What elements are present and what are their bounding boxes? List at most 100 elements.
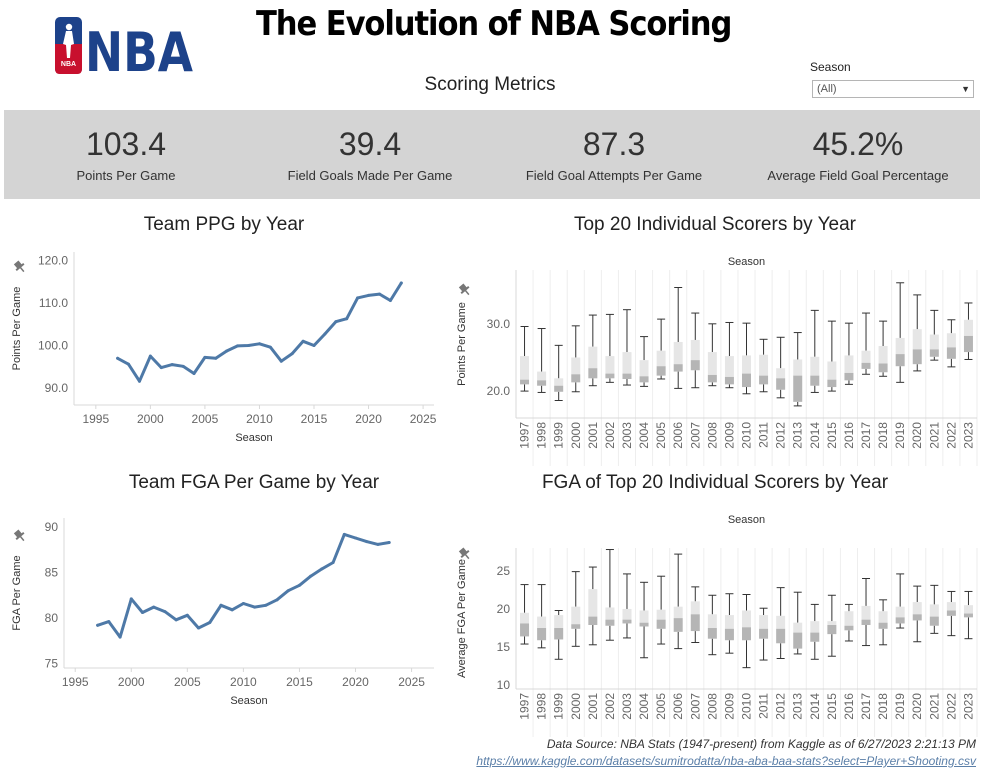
team-ppg-chart[interactable]: 90.0 100.0 110.0 120.0 1995 2000 2005 2010 2015 2…: [0, 240, 450, 455]
data-point: [247, 344, 251, 347]
x-tick-label: 2019: [893, 422, 907, 449]
box-upper: [793, 622, 803, 633]
box-lower: [861, 619, 871, 625]
data-point: [345, 317, 349, 321]
pin-icon[interactable]: [12, 528, 27, 544]
x-tick-label: 2009: [722, 693, 736, 720]
box-upper: [656, 350, 666, 367]
x-axis-title: Season: [230, 695, 267, 707]
kpi-value: 87.3: [582, 126, 646, 162]
box-lower: [929, 616, 939, 626]
box-plot-2021: [929, 309, 939, 361]
box-lower: [946, 347, 956, 359]
box-plot-2018: [878, 599, 888, 646]
box-lower: [827, 379, 837, 388]
data-point: [356, 296, 360, 300]
y-tick-label: 20.0: [487, 384, 511, 398]
box-lower: [639, 376, 649, 383]
pin-needle: [464, 553, 470, 560]
x-tick-label: 2002: [603, 693, 617, 720]
box-upper: [827, 621, 837, 625]
x-tick-label: 2000: [569, 422, 583, 449]
box-plot-2005: [656, 575, 666, 645]
data-point: [297, 583, 301, 587]
season-filter-dropdown[interactable]: (All) ▼: [812, 80, 974, 98]
box-upper: [707, 352, 717, 375]
box-plot-2013: [793, 591, 803, 655]
y-tick-label: 90.0: [45, 381, 69, 395]
x-tick-label: 2005: [654, 693, 668, 720]
box-plot-2017: [861, 577, 871, 647]
box-upper: [571, 606, 581, 625]
y-tick-label: 100.0: [38, 339, 68, 353]
x-tick-label: 2018: [876, 693, 890, 720]
box-plot-2003: [622, 573, 632, 639]
series-line: [96, 532, 391, 639]
section-title: Scoring Metrics: [424, 74, 556, 95]
team-fga-chart[interactable]: 75 80 85 90 1995 2000 2005 2010 2015 2020 2025 Seas…: [0, 504, 450, 719]
x-tick-label: 2021: [927, 422, 941, 449]
box-plot-2001: [588, 314, 598, 387]
column-header-title: Season: [728, 514, 765, 526]
box-upper: [759, 354, 769, 376]
x-tick-label: 2023: [961, 422, 975, 449]
box-upper: [537, 616, 547, 629]
x-tick-label: 1995: [62, 675, 89, 689]
x-tick-label: 2015: [825, 693, 839, 720]
box-upper: [537, 371, 547, 381]
box-upper: [827, 361, 837, 380]
box-plot-2006: [673, 553, 683, 650]
box-plot-2008: [707, 323, 717, 387]
x-tick-label: 2001: [586, 422, 600, 449]
x-tick-label: 1998: [535, 693, 549, 720]
x-tick-label: 2017: [859, 422, 873, 449]
box-upper: [588, 346, 598, 369]
pin-icon[interactable]: [457, 546, 472, 562]
top20-ppg-chart[interactable]: Season 20.0 30.0 Points Per Game 1997 1998 199…: [450, 248, 982, 466]
box-lower: [554, 385, 564, 392]
box-upper: [639, 610, 649, 623]
box-plot-2003: [622, 309, 632, 386]
data-source-link[interactable]: https://www.kaggle.com/datasets/sumitrod…: [476, 754, 976, 768]
box-plot-1997: [520, 326, 530, 392]
box-upper: [895, 337, 905, 355]
box-plot-2020: [912, 585, 922, 643]
box-plot-1999: [554, 344, 564, 402]
data-point: [116, 356, 120, 360]
x-tick-label: 2020: [910, 422, 924, 449]
box-upper: [963, 605, 973, 614]
x-tick-label: 2011: [757, 693, 771, 719]
box-upper: [622, 352, 632, 374]
box-upper: [724, 615, 734, 629]
box-lower: [707, 374, 717, 383]
kpi-field-goals-made: 39.4 Field Goals Made Per Game: [248, 110, 492, 199]
box-plot-1998: [537, 584, 547, 649]
box-plot-2000: [571, 325, 581, 393]
box-lower: [571, 624, 581, 629]
x-tick-label: 2006: [671, 693, 685, 720]
data-point: [376, 542, 380, 546]
x-tick-label: 2025: [410, 412, 437, 426]
x-tick-label: 1995: [82, 412, 109, 426]
x-tick-label: 2000: [118, 675, 145, 689]
kpi-value: 45.2%: [812, 126, 904, 162]
pin-icon[interactable]: [12, 259, 27, 275]
box-upper: [554, 378, 564, 386]
box-plot-2011: [759, 338, 769, 393]
data-point: [225, 349, 229, 353]
kpi-band: 103.4 Points Per Game 39.4 Field Goals M…: [4, 110, 980, 199]
box-upper: [895, 606, 905, 618]
data-point: [214, 356, 218, 360]
data-point: [264, 603, 268, 607]
x-tick-label: 2012: [774, 422, 788, 449]
box-plot-2015: [827, 320, 837, 392]
box-plot-2004: [639, 336, 649, 387]
pin-icon[interactable]: [457, 282, 472, 298]
data-point: [230, 608, 234, 612]
box-lower: [861, 362, 871, 369]
data-point: [301, 339, 305, 343]
kpi-value: 39.4: [338, 126, 402, 162]
chevron-down-icon[interactable]: ▼: [961, 84, 970, 94]
box-upper: [946, 602, 956, 611]
